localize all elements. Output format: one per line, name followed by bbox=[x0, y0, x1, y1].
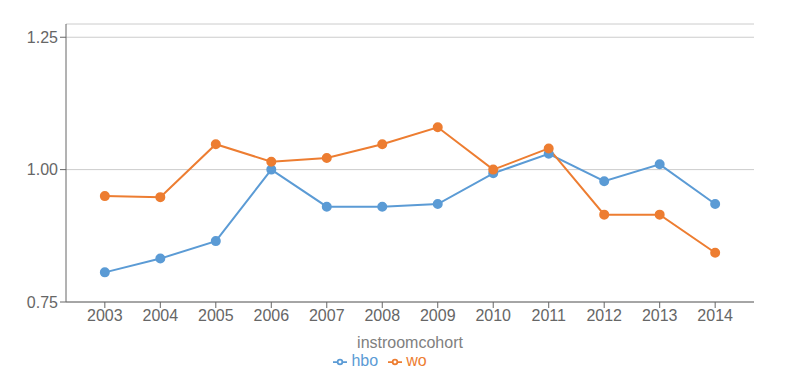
html-text:hbo: hbo bbox=[351, 352, 379, 369]
svg-text:2011: 2011 bbox=[532, 307, 567, 324]
svg-text:1.00: 1.00 bbox=[27, 161, 58, 178]
svg-text:2008: 2008 bbox=[364, 307, 400, 324]
svg-text:2007: 2007 bbox=[309, 307, 345, 324]
svg-text:2012: 2012 bbox=[586, 307, 622, 324]
svg-text:2004: 2004 bbox=[143, 307, 179, 324]
svg-text:2010: 2010 bbox=[475, 307, 511, 324]
svg-text:2006: 2006 bbox=[253, 307, 289, 324]
svg-text:0.75: 0.75 bbox=[27, 294, 58, 311]
svg-text:2009: 2009 bbox=[420, 307, 456, 324]
svg-text:2005: 2005 bbox=[198, 307, 234, 324]
svg-text:instroomcohort: instroomcohort bbox=[357, 334, 463, 351]
svg-text:2014: 2014 bbox=[697, 307, 733, 324]
svg-text:1.25: 1.25 bbox=[27, 29, 58, 46]
svg-text:2013: 2013 bbox=[642, 307, 678, 324]
html-text:wo: wo bbox=[406, 352, 427, 369]
svg-text:2003: 2003 bbox=[87, 307, 123, 324]
